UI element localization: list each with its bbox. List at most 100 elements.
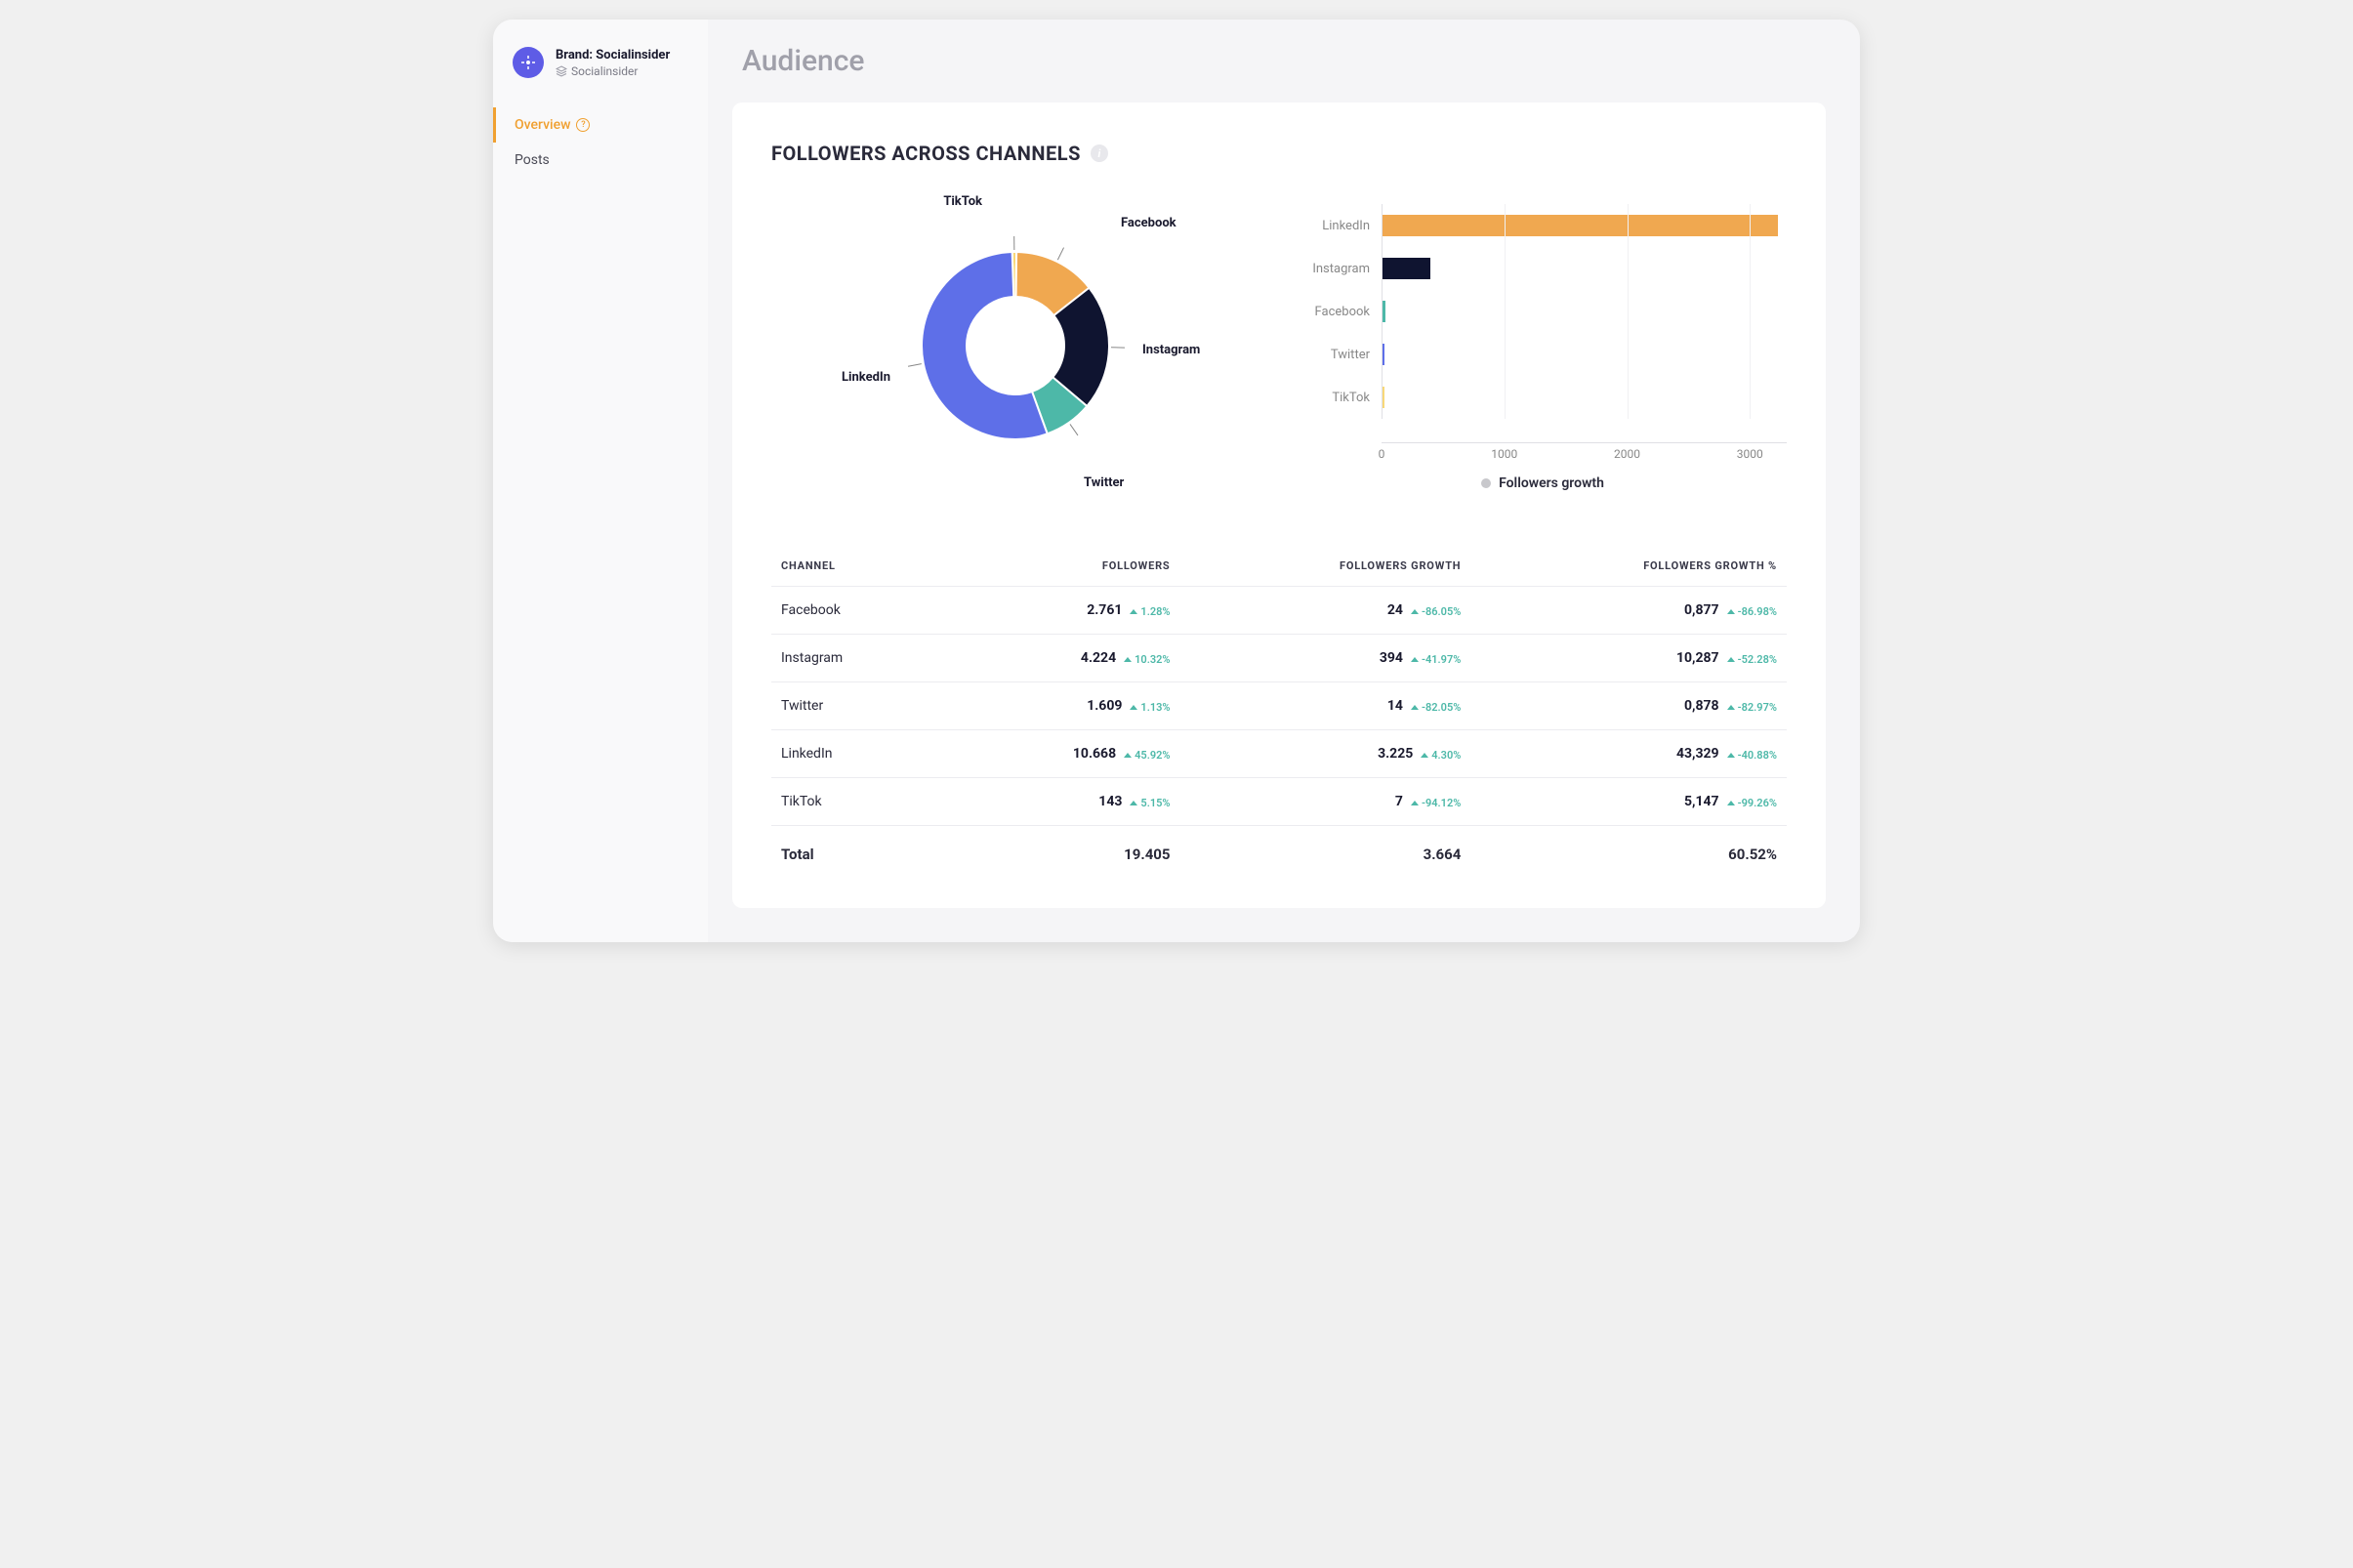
bar-fill-facebook[interactable]: [1383, 301, 1385, 322]
table-header: FOLLOWERS: [939, 546, 1180, 587]
bar-row-tiktok: TikTok: [1299, 376, 1787, 419]
followers-cell: 143 5.15%: [939, 778, 1180, 826]
channel-cell: Twitter: [771, 682, 939, 730]
bar-track: [1382, 376, 1787, 419]
bar-track: [1382, 204, 1787, 247]
delta-badge: -86.05%: [1411, 605, 1461, 618]
arrow-up-icon: [1727, 705, 1735, 710]
growth-pct-cell: 10,287 -52.28%: [1470, 635, 1787, 682]
arrow-up-icon: [1130, 609, 1137, 614]
channel-cell: Facebook: [771, 587, 939, 635]
bar-y-label: Instagram: [1299, 262, 1382, 276]
metric-value: 2.761: [1087, 602, 1122, 618]
table-header-row: CHANNELFOLLOWERSFOLLOWERS GROWTHFOLLOWER…: [771, 546, 1787, 587]
growth-pct-cell: 43,329-40.88%: [1470, 730, 1787, 778]
metric-value: 0,877: [1684, 602, 1719, 618]
bar-track: [1382, 333, 1787, 376]
growth-pct-cell: 0,877 -86.98%: [1470, 587, 1787, 635]
delta-badge: 5.15%: [1130, 797, 1170, 809]
metric-value: 3.225: [1378, 746, 1413, 762]
page-title: Audience: [732, 44, 1826, 78]
bar-fill-instagram[interactable]: [1383, 258, 1430, 279]
growth-cell: 14-82.05%: [1180, 682, 1471, 730]
total-growth: 3.664: [1180, 826, 1471, 880]
bar-track: [1382, 290, 1787, 333]
bar-y-label: Facebook: [1299, 305, 1382, 319]
bar-row-instagram: Instagram: [1299, 247, 1787, 290]
table-row: Facebook 2.761 1.28% 24-86.05% 0,877 -86.98%: [771, 587, 1787, 635]
bar-row-facebook: Facebook: [1299, 290, 1787, 333]
metric-value: 4.224: [1081, 650, 1116, 666]
total-label: Total: [771, 826, 939, 880]
delta-badge: -82.97%: [1727, 701, 1777, 714]
arrow-up-icon: [1130, 705, 1137, 710]
channel-cell: TikTok: [771, 778, 939, 826]
sidebar-item-label: Overview: [515, 117, 570, 133]
arrow-up-icon: [1411, 657, 1419, 662]
growth-cell: 394-41.97%: [1180, 635, 1471, 682]
delta-badge: -52.28%: [1727, 653, 1777, 666]
brand-sub: Socialinsider: [556, 64, 670, 78]
arrow-up-icon: [1124, 753, 1132, 758]
arrow-up-icon: [1130, 801, 1137, 805]
x-tick: 0: [1379, 447, 1385, 461]
metric-value: 10.668: [1073, 746, 1116, 762]
growth-cell: 7-94.12%: [1180, 778, 1471, 826]
charts-row: TikTok Facebook Instagram Twitter LinkedIn L…: [771, 194, 1787, 497]
donut-chart-panel: TikTok Facebook Instagram Twitter LinkedIn: [771, 194, 1259, 497]
bar-row-linkedin: LinkedIn: [1299, 204, 1787, 247]
info-icon[interactable]: i: [1091, 144, 1108, 162]
delta-badge: 1.28%: [1130, 605, 1170, 618]
bar-chart-legend: Followers growth: [1299, 475, 1787, 491]
x-axis: 0100020003000: [1382, 442, 1787, 462]
table-row: Twitter1.6091.13%14-82.05% 0,878 -82.97%: [771, 682, 1787, 730]
app-container: Brand: Socialinsider Socialinsider Overv…: [493, 20, 1860, 942]
growth-cell: 24-86.05%: [1180, 587, 1471, 635]
main-content: Audience FOLLOWERS ACROSS CHANNELS i Tik…: [708, 20, 1860, 942]
delta-badge: -86.98%: [1727, 605, 1777, 618]
channel-cell: LinkedIn: [771, 730, 939, 778]
metric-value: 10,287: [1676, 650, 1719, 666]
table-header: FOLLOWERS GROWTH: [1180, 546, 1471, 587]
section-title: FOLLOWERS ACROSS CHANNELS: [771, 142, 1081, 165]
arrow-up-icon: [1421, 753, 1428, 758]
donut-label-tiktok: TikTok: [943, 194, 982, 209]
bar-y-label: LinkedIn: [1299, 219, 1382, 233]
brand-target-icon: [513, 47, 544, 78]
content-card: FOLLOWERS ACROSS CHANNELS i TikTok Facebo…: [732, 103, 1826, 908]
donut-label-linkedin: LinkedIn: [842, 370, 890, 385]
growth-pct-cell: 0,878 -82.97%: [1470, 682, 1787, 730]
bar-chart: LinkedIn Instagram Facebook Twitter TikTok: [1299, 204, 1787, 438]
channel-cell: Instagram: [771, 635, 939, 682]
brand-section[interactable]: Brand: Socialinsider Socialinsider: [493, 47, 708, 107]
sidebar-item-overview[interactable]: Overview?: [493, 107, 708, 143]
metric-value: 1.609: [1087, 698, 1122, 714]
metric-value: 143: [1098, 794, 1122, 809]
bar-row-twitter: Twitter: [1299, 333, 1787, 376]
bar-y-label: Twitter: [1299, 348, 1382, 362]
arrow-up-icon: [1727, 753, 1735, 758]
donut-label-facebook: Facebook: [1121, 216, 1176, 230]
followers-cell: 1.6091.13%: [939, 682, 1180, 730]
legend-dot-icon: [1481, 478, 1491, 488]
bar-fill-twitter[interactable]: [1383, 344, 1384, 365]
donut-label-instagram: Instagram: [1142, 343, 1200, 357]
sidebar: Brand: Socialinsider Socialinsider Overv…: [493, 20, 708, 942]
table-row: LinkedIn10.66845.92%3.2254.30%43,329-40.…: [771, 730, 1787, 778]
help-icon[interactable]: ?: [576, 118, 590, 132]
bar-fill-linkedin[interactable]: [1383, 215, 1778, 236]
arrow-up-icon: [1411, 801, 1419, 805]
total-followers: 19.405: [939, 826, 1180, 880]
metric-value: 0,878: [1684, 698, 1719, 714]
sidebar-item-posts[interactable]: Posts: [493, 143, 708, 178]
metric-value: 394: [1380, 650, 1403, 666]
bar-fill-tiktok[interactable]: [1383, 387, 1384, 408]
delta-badge: -94.12%: [1411, 797, 1461, 809]
legend-label: Followers growth: [1499, 475, 1604, 491]
metric-value: 14: [1387, 698, 1403, 714]
layers-icon: [556, 65, 567, 77]
donut-label-twitter: Twitter: [1084, 475, 1124, 490]
arrow-up-icon: [1411, 705, 1419, 710]
x-tick: 2000: [1614, 447, 1640, 461]
arrow-up-icon: [1727, 657, 1735, 662]
